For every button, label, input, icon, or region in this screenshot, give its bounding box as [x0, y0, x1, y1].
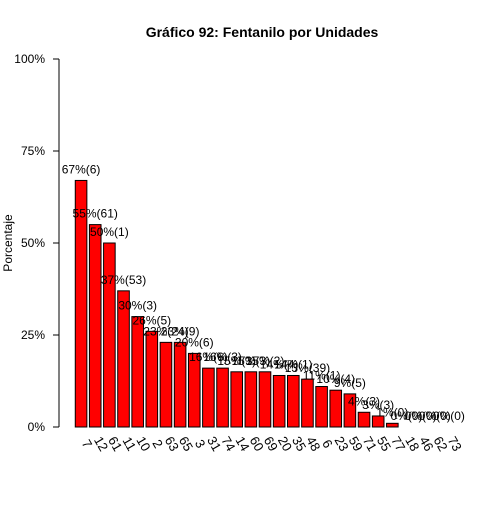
x-tick-label: 74 — [218, 434, 238, 454]
x-tick-labels-group: 7126111102636533174146069203548623597155… — [79, 434, 465, 454]
x-tick-label: 31 — [204, 434, 224, 454]
bar — [202, 367, 215, 428]
data-label: 15%(2) — [246, 354, 285, 368]
data-label: 23%(9) — [161, 324, 200, 338]
x-tick-label: 69 — [261, 434, 281, 454]
bar — [103, 242, 116, 428]
bar — [258, 371, 272, 428]
x-tick-label: 11 — [120, 434, 140, 453]
data-label: 0%(0) — [433, 409, 465, 423]
data-label: 16%(6) — [189, 350, 228, 364]
bar — [131, 316, 144, 428]
bar — [74, 179, 88, 428]
bar — [301, 378, 314, 428]
bar — [386, 422, 399, 428]
bars-group — [74, 179, 399, 428]
x-tick-label: 46 — [416, 434, 436, 454]
data-label: 0%(0) — [390, 409, 422, 423]
bar — [272, 374, 286, 428]
x-tick-label: 12 — [91, 434, 111, 454]
x-tick-label: 35 — [289, 434, 309, 454]
x-tick-label: 61 — [105, 434, 125, 454]
x-tick-label: 20 — [275, 434, 295, 454]
bar — [315, 386, 328, 428]
bar — [216, 367, 229, 428]
x-tick-label: 48 — [303, 434, 323, 454]
data-label: 30%(3) — [118, 299, 157, 313]
data-label: 11%(1) — [303, 369, 341, 383]
bar — [88, 224, 102, 428]
data-label: 4%(3) — [348, 394, 380, 408]
bar — [173, 341, 187, 428]
x-tick-label: 18 — [402, 434, 422, 454]
x-tick-label: 55 — [374, 434, 394, 454]
bar — [329, 389, 343, 428]
bar — [159, 341, 173, 428]
x-tick-label: 14 — [232, 434, 252, 454]
x-tick-label: 23 — [332, 434, 352, 454]
data-label: 10%(4) — [316, 372, 355, 386]
bar — [230, 371, 244, 428]
y-axis-label: Porcentaje — [1, 214, 15, 272]
x-tick-label: 10 — [133, 434, 153, 454]
x-tick-label: 71 — [360, 434, 380, 454]
y-axis: 0% 25% 50% 75% 100% — [14, 52, 60, 434]
data-label: 26%(5) — [132, 313, 171, 327]
data-label: 3%(3) — [362, 398, 394, 412]
x-tick-label: 62 — [431, 434, 451, 454]
data-label: 67%(6) — [62, 162, 101, 176]
data-labels-group: 67%(6) 55%(61) 50%(1) 37%(53) 30%(3)26%(5)23… — [62, 162, 465, 423]
data-label: 37%(53) — [101, 273, 146, 287]
data-label: 14%(4) — [260, 357, 299, 371]
y-tick-label: 0% — [28, 420, 46, 434]
data-label: 0%(0) — [419, 409, 451, 423]
data-label: 50%(1) — [90, 225, 129, 239]
x-tick-label: 65 — [176, 434, 196, 454]
x-tick-label: 77 — [388, 434, 408, 454]
data-label: 0%(0) — [405, 409, 437, 423]
x-tick-label: 63 — [162, 434, 182, 454]
bar — [357, 411, 371, 428]
x-tick-label: 59 — [346, 434, 366, 454]
y-tick-label: 50% — [21, 236, 45, 250]
data-label: 23%(24) — [143, 324, 188, 338]
bar — [286, 374, 300, 428]
bar — [187, 352, 201, 428]
bar — [145, 330, 159, 428]
bar — [117, 290, 130, 428]
data-label: 55%(61) — [73, 207, 118, 221]
data-label: 20%(6) — [175, 335, 214, 349]
data-label: 15%(3) — [232, 354, 271, 368]
bar — [343, 393, 357, 428]
y-tick-label: 100% — [14, 52, 45, 66]
data-label: 16%(3) — [203, 350, 242, 364]
x-tick-label: 60 — [247, 434, 267, 454]
data-label: 15%(3) — [217, 354, 256, 368]
y-tick-label: 75% — [21, 144, 45, 158]
bar — [371, 415, 385, 428]
chart-title: Gráfico 92: Fentanilo por Unidades — [146, 24, 379, 40]
data-label: 13%(39) — [285, 361, 330, 375]
x-tick-label: 73 — [445, 434, 465, 454]
data-label: 14%(1) — [274, 357, 313, 371]
data-label: 9%(5) — [334, 376, 366, 390]
data-label: 1%(0) — [376, 405, 408, 419]
y-tick-label: 25% — [21, 328, 45, 342]
bar — [244, 371, 258, 428]
